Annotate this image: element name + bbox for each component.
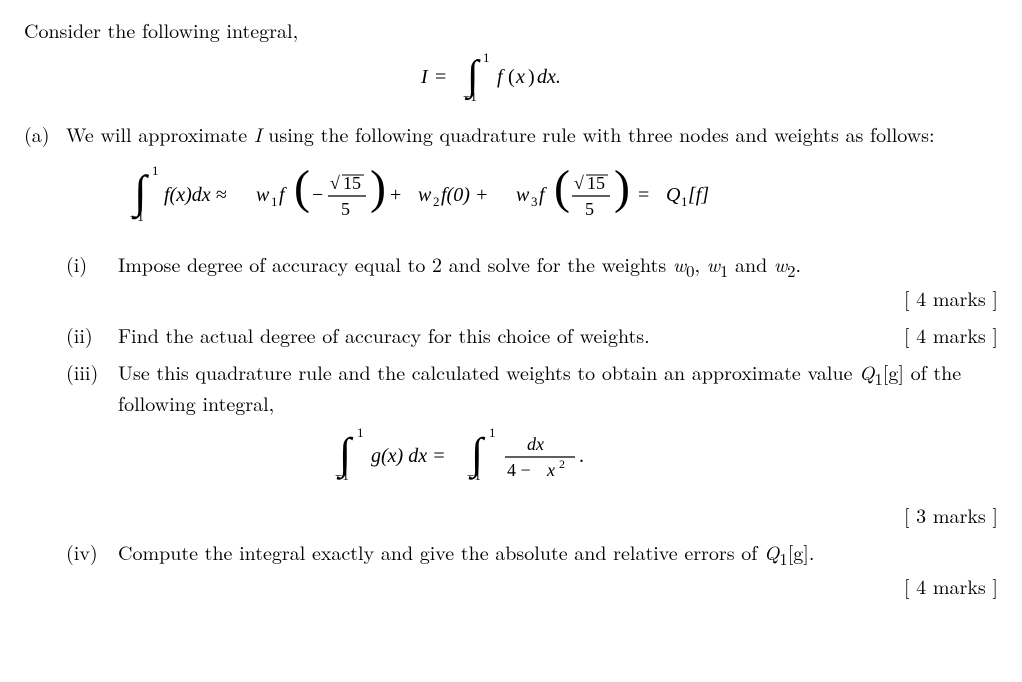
svg-text:√: √: [574, 173, 584, 193]
part-a-label: (a): [24, 120, 66, 147]
sub-ii-text: Find the actual degree of accuracy for t…: [118, 321, 884, 348]
q-frac2: √ 15 5: [572, 173, 610, 219]
eq-I-x: x: [515, 66, 525, 88]
q-w3-sub: 3: [531, 194, 538, 209]
sub-i-w2: w: [774, 249, 787, 278]
svg-text:dx: dx: [527, 434, 544, 454]
svg-text:√: √: [330, 173, 340, 193]
eq-I-upper: 1: [483, 50, 490, 65]
q-lp1: (: [294, 161, 310, 214]
g-l2: −1: [467, 468, 481, 483]
equation-quadrature: ∫ 1 −1 f(x)dx ≈ w 1 f ( − √ 15 5 ) + w 2…: [24, 161, 998, 236]
sub-i-c2: and: [728, 249, 774, 278]
sub-i-marks: [ 4 marks ]: [904, 284, 998, 311]
q-upper: 1: [152, 163, 159, 178]
eq-I-lhs: I: [420, 66, 429, 88]
q-plus1: +: [390, 184, 401, 206]
q-w2: w: [418, 184, 432, 206]
q-rp2: ): [614, 161, 630, 214]
q-w3: w: [516, 184, 530, 206]
part-a-I: I: [254, 119, 262, 148]
g-dot: .: [579, 445, 584, 467]
intro-text: Consider the following integral,: [24, 16, 998, 43]
q-w1: w: [256, 184, 270, 206]
svg-text:5: 5: [341, 199, 350, 219]
equation-g: ∫ 1 −1 g(x) dx = ∫ 1 −1 dx 4 − x 2 .: [24, 424, 998, 491]
q-frac1: √ 15 5: [328, 173, 366, 219]
q-w1-sub: 1: [271, 194, 278, 209]
eq-I-eq: =: [435, 66, 446, 88]
sub-i-w2s: 2: [787, 258, 795, 282]
q-fxdx: f(x)dx ≈: [164, 184, 227, 206]
q-rp1: ): [370, 161, 386, 214]
eq-I-f: f: [497, 66, 505, 88]
sub-ii-label: (ii): [66, 321, 118, 348]
sub-iii-t1: Use this quadrature rule and the calcula…: [118, 357, 859, 386]
sub-iii-Q: Q: [859, 357, 874, 386]
q-brf: [f]: [688, 184, 709, 206]
q-f3: f: [539, 184, 547, 206]
g-frac: dx 4 − x 2: [505, 434, 575, 480]
eq-I-rp: ): [528, 66, 535, 88]
q-neg: −: [312, 184, 323, 206]
sub-i-c3: .: [796, 249, 802, 278]
sub-iii-Qs: 1: [874, 366, 882, 390]
sub-i-c1: ,: [694, 249, 706, 278]
sub-iii: (iii) Use this quadrature rule and the c…: [24, 358, 998, 417]
sub-iii-marks: [ 3 marks ]: [904, 501, 998, 528]
g-l1: −1: [335, 468, 349, 483]
sub-iv-brg: [g].: [788, 537, 815, 566]
sub-iv-Qs: 1: [779, 546, 787, 570]
svg-text:15: 15: [587, 173, 605, 193]
equation-I: I = ∫ 1 −1 f ( x ) dx.: [24, 49, 998, 110]
svg-text:5: 5: [585, 199, 594, 219]
q-lp2: (: [554, 161, 570, 214]
svg-text:x: x: [546, 460, 555, 480]
q-lower: −1: [130, 209, 144, 224]
svg-text:15: 15: [343, 173, 361, 193]
q-w2-sub: 2: [433, 194, 440, 209]
sub-i-t1: Impose degree of accuracy equal to 2 and…: [118, 249, 673, 278]
part-a-text1: We will approximate: [66, 119, 254, 148]
q-Q-sub: 1: [681, 194, 688, 209]
svg-text:2: 2: [559, 457, 565, 471]
g-u2: 1: [489, 425, 496, 440]
q-eq: =: [638, 184, 649, 206]
part-a: (a) We will approximate I using the foll…: [24, 120, 998, 147]
sub-i-w1: w: [707, 249, 720, 278]
eq-I-lp: (: [508, 66, 515, 88]
sub-iv-marks: [ 4 marks ]: [904, 572, 998, 599]
g-u1: 1: [357, 425, 364, 440]
g-gx: g(x) dx =: [371, 445, 446, 467]
sub-ii: (ii) Find the actual degree of accuracy …: [24, 321, 998, 348]
eq-I-dx: dx.: [537, 66, 561, 88]
q-Q: Q: [666, 184, 681, 206]
sub-iv-t1: Compute the integral exactly and give th…: [118, 537, 764, 566]
q-f0: f(0) +: [441, 184, 488, 206]
svg-text:4 −: 4 −: [507, 460, 531, 480]
q-f1: f: [279, 184, 287, 206]
part-a-text2: using the following quadrature rule with…: [262, 119, 935, 148]
sub-iii-label: (iii): [66, 358, 118, 417]
sub-iv-Q: Q: [764, 537, 779, 566]
sub-ii-marks: [ 4 marks ]: [884, 321, 998, 348]
sub-i-w0: w: [673, 249, 686, 278]
sub-iii-brg: [g]: [883, 357, 904, 386]
eq-I-lower: −1: [463, 89, 477, 104]
sub-i-label: (i): [66, 250, 118, 311]
sub-i: (i) Impose degree of accuracy equal to 2…: [24, 250, 998, 311]
sub-iv-label: (iv): [66, 538, 118, 599]
sub-iv: (iv) Compute the integral exactly and gi…: [24, 538, 998, 599]
